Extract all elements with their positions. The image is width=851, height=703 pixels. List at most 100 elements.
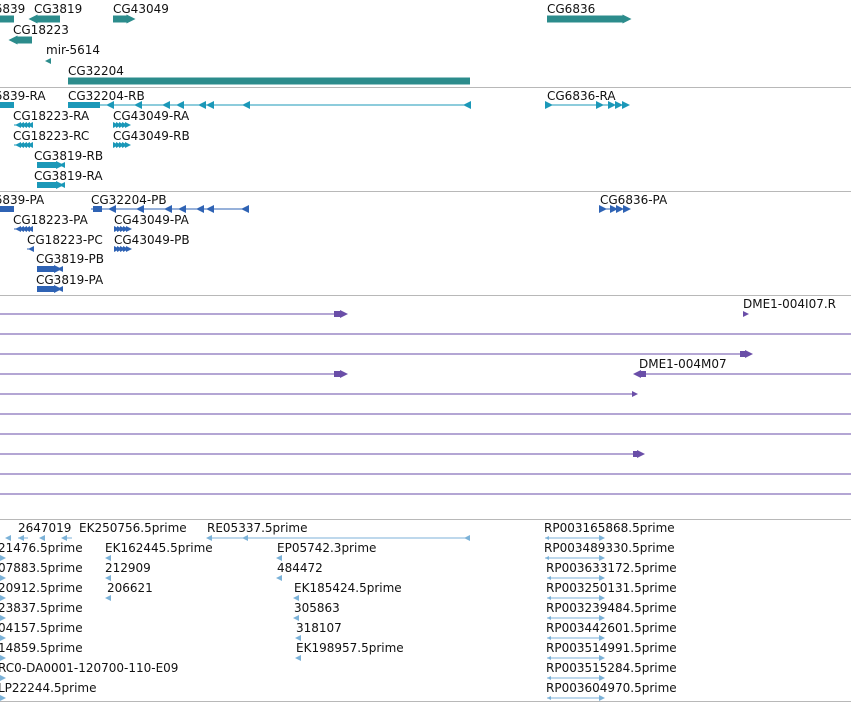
est-label[interactable]: 206621 <box>107 581 153 595</box>
est-label[interactable]: RP003489330.5prime <box>544 541 675 555</box>
est-track-features <box>0 535 605 701</box>
transcript-label[interactable]: CG43049-RB <box>113 129 190 143</box>
gene-label[interactable]: CG43049 <box>113 2 169 16</box>
est-feature <box>547 596 551 600</box>
protein-label[interactable]: CG3819-PB <box>36 252 105 266</box>
est-feature <box>0 635 6 641</box>
transcript-label[interactable]: CG3819-RB <box>34 149 104 163</box>
est-label[interactable]: RE05337.5prime <box>207 521 308 535</box>
est-feature <box>105 555 111 561</box>
gene-label[interactable]: CG6839 <box>0 2 26 16</box>
est-label[interactable]: EK185424.5prime <box>294 581 402 595</box>
transcript-label[interactable]: CG43049-RA <box>113 109 190 123</box>
gene-label[interactable]: CG6836 <box>547 2 596 16</box>
est-feature <box>293 595 299 601</box>
protein-label[interactable]: CG32204-PB <box>91 193 167 207</box>
gene-feature-arrow <box>126 14 136 24</box>
est-feature <box>599 695 605 701</box>
transcript-label[interactable]: CG18223-RC <box>13 129 90 143</box>
est-label[interactable]: RP003604970.5prime <box>546 681 677 695</box>
gene-track: CG6839 CG3819 CG43049 CG6836 CG18223 mir… <box>0 0 851 88</box>
transcript-feature-exon <box>125 122 131 128</box>
protein-feature <box>57 266 63 272</box>
est-feature <box>547 696 551 700</box>
est-label[interactable]: RP003633172.5prime <box>546 561 677 575</box>
protein-label[interactable]: CG43049-PA <box>114 213 189 227</box>
clone-feature-arrow <box>745 350 753 358</box>
gene-feature <box>68 77 470 85</box>
est-feature <box>0 695 6 701</box>
est-label[interactable]: 20912.5prime <box>0 581 83 595</box>
protein-label[interactable]: CG6839-PA <box>0 193 45 207</box>
est-feature <box>105 575 111 581</box>
transcript-label[interactable]: CG18223-RA <box>13 109 90 123</box>
transcript-feature <box>206 101 214 109</box>
est-label[interactable]: RP003442601.5prime <box>546 621 677 635</box>
est-feature <box>599 655 605 661</box>
est-feature <box>276 555 282 561</box>
gene-feature-arrow <box>8 35 18 45</box>
protein-label[interactable]: CG18223-PC <box>27 233 103 247</box>
est-feature <box>293 615 299 621</box>
protein-label[interactable]: CG43049-PB <box>114 233 190 247</box>
est-label[interactable]: 305863 <box>294 601 340 615</box>
est-label[interactable]: RC0-DA0001-120700-110-E09 <box>0 661 179 675</box>
protein-feature-exon <box>28 246 34 252</box>
est-label[interactable]: RP003514991.5prime <box>546 641 677 655</box>
gene-label[interactable]: mir-5614 <box>46 43 101 57</box>
est-label[interactable]: 23837.5prime <box>0 601 83 615</box>
est-label[interactable]: 484472 <box>277 561 323 575</box>
protein-feature <box>93 206 102 212</box>
protein-label[interactable]: CG3819-PA <box>36 273 104 287</box>
est-feature <box>295 655 301 661</box>
transcript-track-features <box>0 101 630 189</box>
protein-feature <box>610 205 618 213</box>
est-label[interactable]: 07883.5prime <box>0 561 83 575</box>
est-feature <box>105 595 111 601</box>
est-label[interactable]: RP003250131.5prime <box>546 581 677 595</box>
est-label[interactable]: EK250756.5prime <box>79 521 187 535</box>
transcript-feature <box>68 102 100 108</box>
est-label[interactable]: 318107 <box>296 621 342 635</box>
est-feature <box>39 535 45 541</box>
est-label[interactable]: EK162445.5prime <box>105 541 213 555</box>
est-label[interactable]: LP22244.5prime <box>0 681 97 695</box>
protein-feature <box>37 286 55 292</box>
est-feature <box>0 655 6 661</box>
est-label[interactable]: RP003239484.5prime <box>546 601 677 615</box>
est-label[interactable]: 21476.5prime <box>0 541 83 555</box>
clone-feature-arrow <box>637 450 645 458</box>
gene-label[interactable]: CG18223 <box>13 23 69 37</box>
protein-label[interactable]: CG6836-PA <box>600 193 668 207</box>
est-label[interactable]: RP003165868.5prime <box>544 521 675 535</box>
est-label[interactable]: 212909 <box>105 561 151 575</box>
est-label[interactable]: RP003515284.5prime <box>546 661 677 675</box>
est-label[interactable]: 14859.5prime <box>0 641 83 655</box>
transcript-label[interactable]: CG6839-RA <box>0 89 46 103</box>
transcript-label[interactable]: CG32204-RB <box>68 89 145 103</box>
est-label[interactable]: EP05742.3prime <box>277 541 377 555</box>
protein-feature <box>623 205 631 213</box>
gene-label[interactable]: CG3819 <box>34 2 83 16</box>
protein-feature <box>57 286 63 292</box>
clone-feature <box>334 311 341 317</box>
track-divider <box>0 87 851 88</box>
protein-label[interactable]: CG18223-PA <box>13 213 88 227</box>
transcript-label[interactable]: CG3819-RA <box>34 169 103 183</box>
transcript-label[interactable]: CG6836-RA <box>547 89 616 103</box>
gene-label[interactable]: CG32204 <box>68 64 124 78</box>
est-feature <box>599 635 605 641</box>
protein-feature <box>178 205 186 213</box>
transcript-feature <box>198 101 206 109</box>
est-feature <box>547 656 551 660</box>
est-feature <box>599 535 605 541</box>
clone-label[interactable]: DME1-004I07.R <box>743 297 837 311</box>
est-label[interactable]: 2647019 <box>18 521 72 535</box>
est-label[interactable]: EK198957.5prime <box>296 641 404 655</box>
est-feature <box>547 636 551 640</box>
est-label[interactable]: 04157.5prime <box>0 621 83 635</box>
est-feature <box>0 675 6 681</box>
clone-label[interactable]: DME1-004M07 <box>639 357 727 371</box>
transcript-track: CG6839-RA CG32204-RB CG6836-RA CG18223-R… <box>0 88 851 192</box>
track-divider <box>0 519 851 520</box>
